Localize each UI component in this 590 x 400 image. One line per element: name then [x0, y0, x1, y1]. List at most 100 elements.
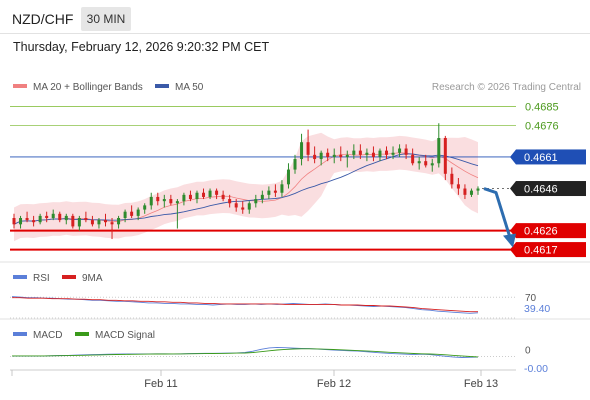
- rsi-level-label: 70: [525, 293, 537, 304]
- macd-level-label: 0: [525, 346, 531, 357]
- candle-body: [84, 218, 88, 221]
- support-level-label: 0.4617: [524, 245, 558, 257]
- candle-body: [286, 169, 290, 185]
- pivot-level-tag: [516, 149, 586, 165]
- last-level-tag: [516, 181, 586, 197]
- candle-body: [103, 220, 107, 223]
- candle-body: [469, 190, 473, 195]
- candle-body: [195, 192, 199, 200]
- candle-body: [417, 161, 421, 164]
- ma50-line: [13, 153, 479, 225]
- candle-body: [149, 196, 153, 206]
- candle-body: [202, 192, 206, 197]
- candle-body: [306, 142, 310, 155]
- candle-body: [254, 199, 258, 204]
- support-level-tag: [516, 242, 586, 258]
- resistance-level-label: 0.4676: [525, 120, 559, 132]
- candle-body: [32, 220, 36, 223]
- candle-body: [332, 154, 336, 157]
- candle-body: [221, 194, 225, 200]
- candle-body: [313, 154, 317, 160]
- candle-body: [293, 159, 297, 170]
- candle-body: [110, 222, 114, 225]
- ma20-line: [13, 152, 479, 225]
- last-level-tag-pointer: [510, 181, 516, 197]
- candle-body: [450, 173, 454, 185]
- candle-body: [424, 161, 428, 166]
- forecast-arrow-shaft: [483, 187, 512, 239]
- rsi-ma-line: [12, 297, 478, 313]
- candle-body: [378, 150, 382, 157]
- chart-header: NZD/CHF 30 MIN: [0, 0, 590, 33]
- candle-body: [358, 150, 362, 155]
- header-divider: [0, 33, 590, 34]
- macd-signal-legend-swatch: [75, 332, 89, 336]
- rsi-legend-label: RSI: [33, 273, 50, 284]
- resistance-level-label: 0.4685: [525, 101, 559, 113]
- pivot-level-tag-pointer: [510, 149, 516, 165]
- time-axis-label: Feb 11: [144, 378, 177, 390]
- macd-legend-label: MACD: [33, 330, 62, 341]
- candle-body: [228, 199, 232, 204]
- candle-body: [208, 190, 212, 197]
- candle-body: [371, 152, 375, 157]
- candle-body: [12, 218, 16, 225]
- candle-body: [404, 148, 408, 155]
- candle-body: [45, 215, 49, 218]
- chart-datetime: Thursday, February 12, 2026 9:20:32 PM C…: [13, 40, 270, 54]
- candle-body: [443, 138, 447, 174]
- candle-body: [437, 138, 441, 164]
- candle-body: [156, 196, 160, 202]
- ma50-legend-swatch: [155, 84, 169, 88]
- rsi-legend-swatch: [13, 275, 27, 279]
- candle-body: [182, 194, 186, 202]
- candle-body: [188, 194, 192, 200]
- candle-body: [143, 205, 147, 210]
- candle-body: [130, 211, 134, 216]
- rsi-ma-legend-swatch: [62, 275, 76, 279]
- candle-body: [319, 152, 323, 160]
- support-level-tag-pointer: [510, 223, 516, 239]
- candle-body: [162, 199, 166, 202]
- macd-signal-legend-label: MACD Signal: [95, 330, 155, 341]
- candle-body: [326, 152, 330, 157]
- macd-line: [12, 346, 479, 358]
- candle-body: [352, 150, 356, 155]
- macd-legend-swatch: [13, 332, 27, 336]
- candle-body: [71, 215, 75, 227]
- support-level-tag: [516, 223, 586, 239]
- candle-body: [365, 152, 369, 155]
- bollinger-band-fill: [14, 132, 478, 242]
- candle-body: [267, 190, 271, 195]
- candle-body: [398, 148, 402, 153]
- candle-body: [25, 218, 29, 221]
- rsi-ma-legend-label: 9MA: [82, 273, 103, 284]
- candle-body: [391, 152, 395, 155]
- ma50-legend-label: MA 50: [175, 82, 204, 93]
- ma20-legend-label: MA 20 + Bollinger Bands: [33, 82, 143, 93]
- candle-body: [260, 194, 264, 200]
- macd-last-value: -0.00: [524, 363, 548, 375]
- support-level-label: 0.4626: [524, 226, 558, 238]
- candle-body: [175, 201, 179, 204]
- instrument-symbol: NZD/CHF: [12, 11, 74, 27]
- timeframe-badge[interactable]: 30 MIN: [81, 7, 131, 31]
- candle-body: [241, 207, 245, 210]
- candle-body: [51, 213, 55, 218]
- rsi-line: [11, 296, 479, 314]
- time-axis-label: Feb 12: [317, 378, 351, 390]
- candle-body: [385, 150, 389, 155]
- price-panel: 0.4685 0.4676 0.4661 0.4646 0.4626 0.4617: [10, 101, 586, 258]
- last-level-label: 0.4646: [524, 184, 558, 196]
- legend-area: MA 20 + Bollinger Bands MA 50 Research ©…: [13, 82, 581, 341]
- candle-body: [215, 190, 219, 195]
- candle-body: [169, 199, 173, 204]
- time-axis: Feb 11 Feb 12 Feb 13: [10, 369, 516, 390]
- candle-body: [463, 188, 467, 195]
- candle-body: [117, 218, 121, 225]
- pivot-level-label: 0.4661: [524, 152, 558, 164]
- macd-signal-line: [12, 348, 479, 358]
